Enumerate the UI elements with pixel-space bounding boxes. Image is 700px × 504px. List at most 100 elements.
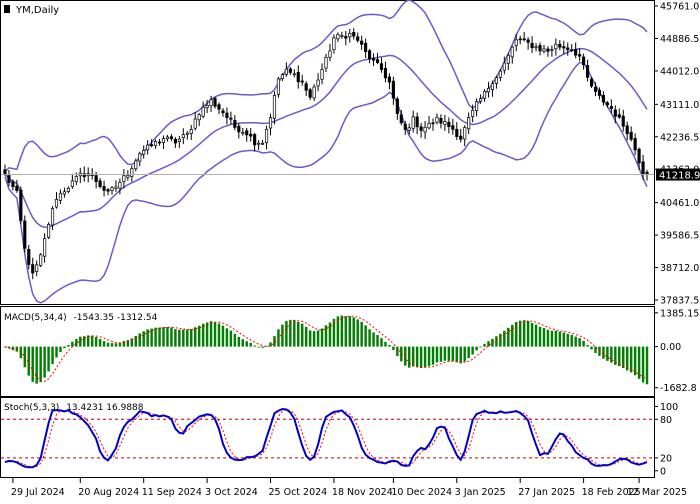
macd-bar <box>304 326 308 347</box>
candle-body <box>308 89 312 98</box>
candle-body <box>328 50 332 58</box>
candle-body <box>35 264 39 272</box>
macd-bar <box>558 331 562 347</box>
macd-bar <box>59 346 62 353</box>
candle-body <box>443 121 447 125</box>
macd-bar <box>411 346 415 367</box>
candle-body <box>304 83 308 91</box>
candle-body <box>324 56 328 69</box>
candle-body <box>66 187 70 192</box>
macd-bar <box>249 342 252 347</box>
time-tick-label: 11 Sep 2024 <box>142 487 202 498</box>
candle-body <box>451 125 455 130</box>
title-marker-icon <box>4 5 10 13</box>
candle-body <box>605 102 609 106</box>
candle-body <box>407 127 411 131</box>
price-tick-label: 43111.0 <box>660 100 699 111</box>
candle-body <box>554 43 558 50</box>
candle-body <box>391 80 395 99</box>
macd-bar <box>546 329 550 347</box>
macd-bar <box>130 338 134 347</box>
candle-body <box>54 199 59 208</box>
price-panel-frame <box>0 0 655 305</box>
macd-bar <box>614 346 617 365</box>
candle-body <box>379 63 384 70</box>
candle-body <box>621 115 625 127</box>
candle-body <box>542 48 546 52</box>
macd-bar <box>63 346 66 349</box>
macd-bar <box>170 327 173 347</box>
macd-bar <box>328 322 332 347</box>
candle-body <box>383 68 388 79</box>
macd-tick-label: -1682.8 <box>660 383 697 394</box>
macd-bar <box>229 330 233 347</box>
time-tick-label: 29 Jul 2024 <box>11 487 65 498</box>
macd-bar <box>487 341 490 347</box>
candle-body <box>637 148 641 164</box>
macd-bar <box>479 346 482 348</box>
candle-body <box>348 33 352 38</box>
candle-body <box>106 189 110 192</box>
macd-bar <box>423 346 427 368</box>
macd-bar <box>415 346 419 368</box>
macd-bar <box>217 323 221 347</box>
candle-body <box>447 121 451 127</box>
candle-body <box>506 54 510 64</box>
candle-body <box>94 175 98 182</box>
candle-body <box>336 34 340 40</box>
stoch-tick-label: 20 <box>660 453 672 464</box>
macd-bar <box>11 346 15 350</box>
candle-body <box>633 137 637 151</box>
macd-bar <box>178 329 181 347</box>
candle-body <box>534 46 538 49</box>
candle-body <box>110 187 114 191</box>
macd-bar <box>467 346 470 359</box>
macd-bar <box>31 346 34 382</box>
time-tick-label: 12 Mar 2025 <box>627 487 687 498</box>
candle-body <box>550 48 554 51</box>
candle-body <box>344 35 348 39</box>
candle-body <box>364 42 368 52</box>
macd-bar <box>225 328 229 347</box>
candle-body <box>395 98 399 114</box>
price-tick-label: 38712.0 <box>660 263 699 274</box>
candle-body <box>154 141 158 146</box>
candle-body <box>518 38 522 41</box>
candle-body <box>205 105 209 108</box>
candle-body <box>134 160 138 170</box>
macd-bar <box>380 338 383 347</box>
macd-bar <box>404 346 407 366</box>
macd-bar <box>269 342 272 347</box>
candle-body <box>276 78 281 95</box>
macd-bar <box>550 330 554 347</box>
macd-bar <box>122 341 126 347</box>
time-tick-label: 3 Oct 2024 <box>205 487 258 498</box>
candle-body <box>498 70 502 78</box>
macd-bar <box>71 341 74 347</box>
macd-bar <box>459 346 462 364</box>
candle-body <box>50 208 55 226</box>
candle-body <box>213 97 217 107</box>
stoch-main-line <box>4 407 648 469</box>
macd-bar <box>499 333 502 347</box>
macd-bar <box>150 328 153 347</box>
macd-bar <box>534 324 538 347</box>
macd-bar <box>190 329 193 347</box>
time-tick-label: 18 Nov 2024 <box>332 487 393 498</box>
macd-bar <box>562 332 566 347</box>
macd-bar <box>67 345 70 347</box>
macd-bar <box>610 346 613 363</box>
candle-body <box>585 65 590 78</box>
price-tick-label: 39586.5 <box>660 231 699 242</box>
candle-body <box>431 122 435 125</box>
candle-body <box>114 186 118 189</box>
macd-bar <box>451 346 455 362</box>
stoch-title-values: 13.4231 16.9888 <box>66 403 144 413</box>
candle-body <box>257 142 261 145</box>
candle-body <box>300 80 304 83</box>
candle-body <box>189 129 193 134</box>
candle-body <box>352 32 356 37</box>
candle-body <box>467 117 471 130</box>
candle-body <box>439 117 443 124</box>
